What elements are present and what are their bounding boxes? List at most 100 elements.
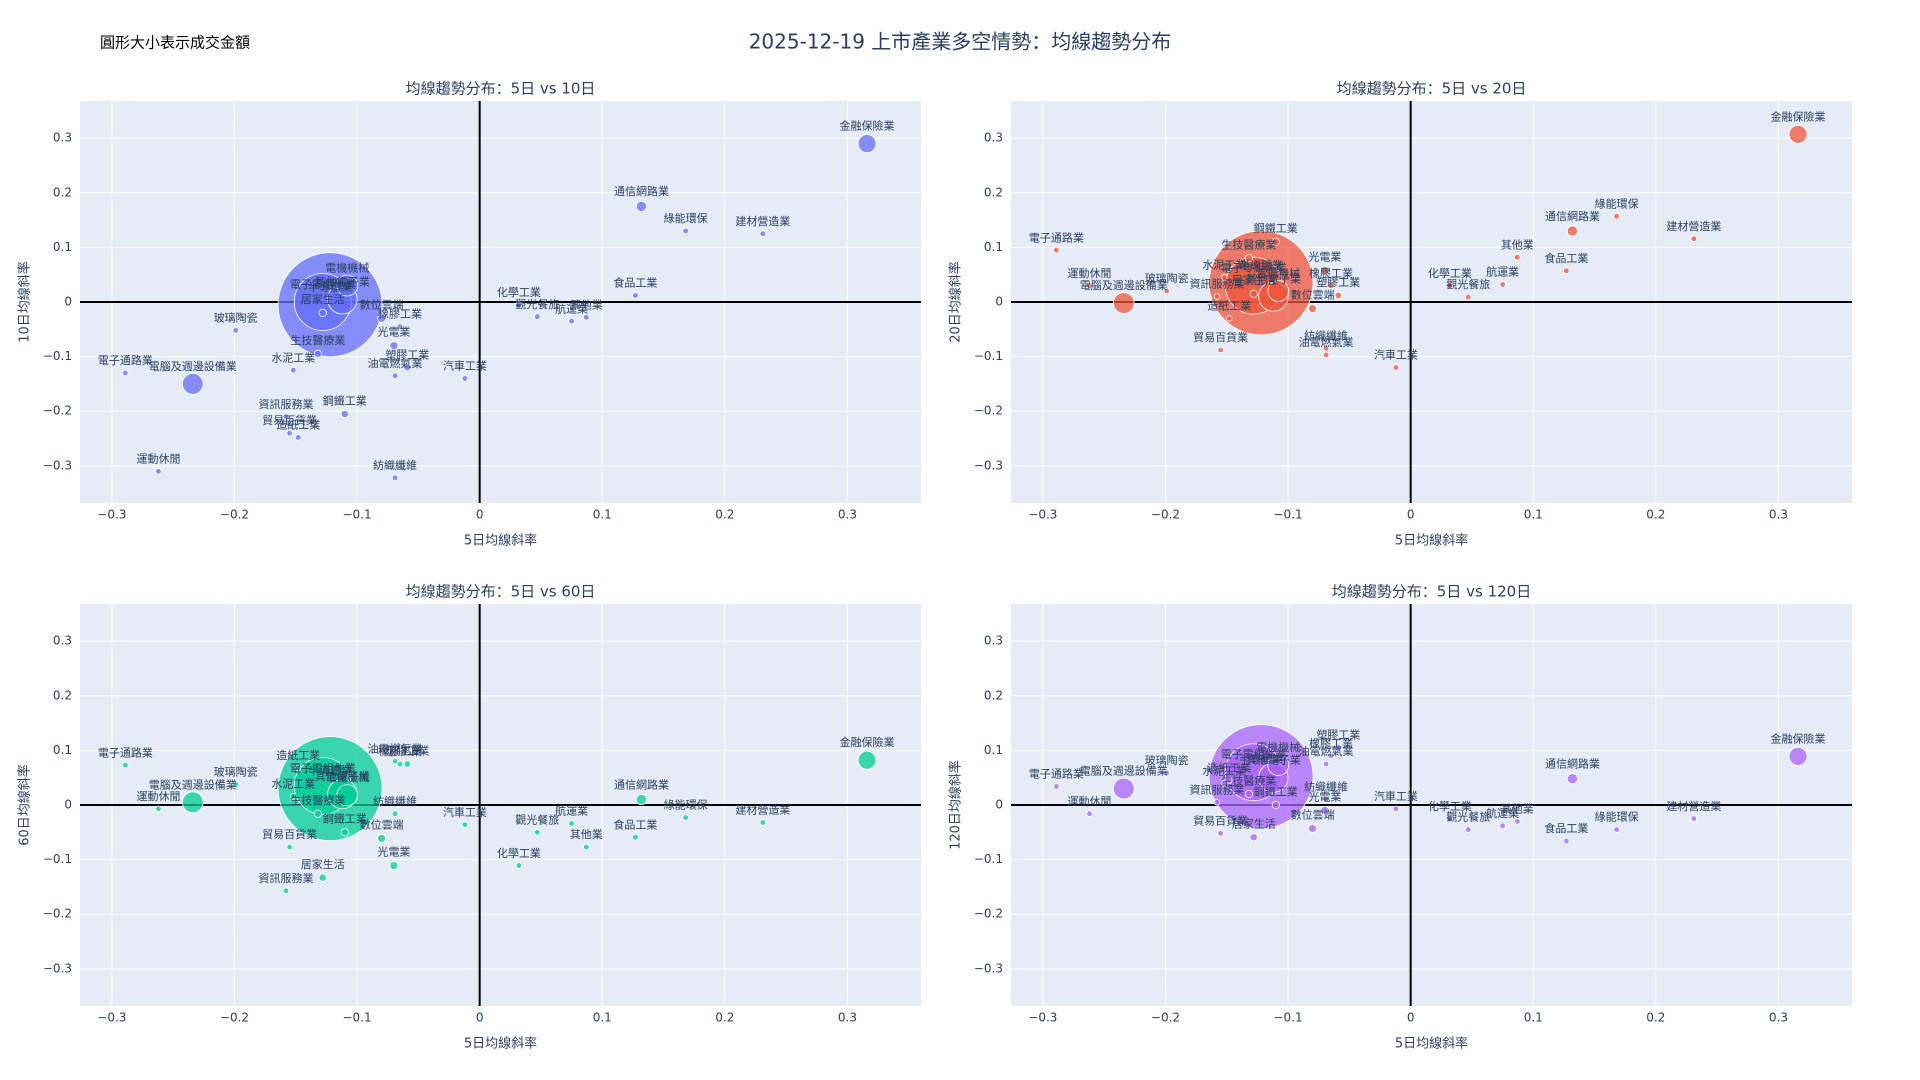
point-label: 水泥工業: [1202, 764, 1246, 777]
y-axis-title: 10日均線斜率: [17, 261, 33, 343]
point-label: 造紙工業: [1207, 299, 1251, 313]
point-label: 造紙工業: [1207, 761, 1251, 775]
point-label: 電子零組件業: [290, 278, 356, 291]
point-label: 綠能環保: [664, 798, 708, 812]
point-label: 觀光餐旅: [1446, 277, 1490, 291]
point-label: 建材營造業: [735, 803, 790, 817]
point-label: 化學工業: [1428, 266, 1472, 280]
point-label: 通信網路業: [614, 777, 669, 791]
bubble: [1163, 769, 1170, 777]
x-tick-label: 0.2: [1646, 1011, 1665, 1025]
point-label: 其他電子業: [315, 770, 370, 783]
bubble: [1244, 254, 1253, 263]
main-title: 2025-12-19 上市產業多空情勢：均線趨勢分布: [749, 30, 1172, 54]
point-label: 半導體業: [308, 280, 352, 294]
y-tick-label: 0.2: [53, 185, 72, 199]
bubble: [1308, 824, 1318, 833]
point-label: 運動休閒: [1067, 266, 1111, 280]
bubble: [290, 367, 297, 374]
bubble: [1271, 237, 1280, 246]
y-axis-title: 60日均線斜率: [17, 764, 33, 846]
bubble: [286, 429, 293, 437]
x-tick-label: 0.2: [1646, 508, 1665, 522]
y-tick-label: 0.2: [984, 688, 1003, 702]
bubble: [1613, 826, 1620, 833]
bubble: [122, 369, 129, 377]
x-axis-title: 5日均線斜率: [464, 1036, 537, 1052]
point-label: 電子通路業: [1029, 768, 1084, 781]
bubble: [1163, 287, 1170, 295]
bubble: [568, 317, 575, 325]
point-label: 金融保險業: [840, 735, 895, 749]
y-tick-label: −0.2: [43, 907, 72, 921]
point-label: 資訊服務業: [258, 871, 313, 885]
bubble: [1322, 760, 1330, 768]
point-label: 紡織纖維: [373, 458, 417, 472]
point-label: 電機機械: [325, 770, 369, 784]
point-label: 建材營造業: [1666, 799, 1721, 813]
bubble: [391, 474, 399, 482]
bubble: [1267, 754, 1290, 776]
point-label: 貿易百貨業: [1193, 814, 1248, 828]
point-label: 化學工業: [497, 846, 541, 860]
bubble: [318, 873, 327, 882]
bubble: [515, 301, 523, 308]
bubble: [396, 323, 404, 330]
point-label: 貿易百貨業: [262, 413, 317, 427]
point-label: 數位雲端: [360, 817, 404, 831]
x-tick-label: 0: [1407, 1011, 1415, 1025]
y-tick-label: −0.2: [974, 404, 1003, 418]
bubble: [1566, 225, 1579, 237]
bubble: [1392, 364, 1400, 371]
subplot-title: 均線趨勢分布：5日 vs 120日: [1332, 583, 1531, 601]
bubble: [1465, 826, 1472, 833]
bubble: [857, 750, 877, 770]
point-label: 半導體業: [1239, 258, 1283, 272]
x-axis-title: 5日均線斜率: [1395, 533, 1468, 549]
bubble: [1249, 289, 1258, 298]
bubble: [515, 862, 523, 869]
x-tick-label: 0.3: [838, 508, 857, 522]
point-label: 生技醫療業: [1221, 773, 1276, 787]
x-tick-label: −0.1: [342, 508, 371, 522]
point-label: 橡膠工業: [1309, 267, 1353, 280]
y-tick-label: 0.3: [53, 634, 72, 648]
point-label: 化學工業: [497, 285, 541, 299]
point-label: 其他電子業: [1246, 754, 1301, 767]
point-label: 貿易百貨業: [1193, 330, 1248, 344]
bubble: [403, 363, 412, 372]
point-label: 食品工業: [613, 817, 657, 831]
bubble: [759, 819, 767, 826]
bubble: [1446, 815, 1454, 822]
x-tick-label: 0.3: [1769, 1011, 1788, 1025]
bubble: [377, 313, 387, 323]
bubble: [313, 349, 322, 358]
point-label: 橡膠工業: [1309, 737, 1353, 750]
point-label: 金融保險業: [840, 119, 895, 133]
point-label: 光電業: [377, 845, 410, 859]
y-tick-label: 0.2: [984, 185, 1003, 199]
x-axis-title: 5日均線斜率: [464, 533, 537, 549]
bubble: [1334, 291, 1343, 300]
point-label: 資訊服務業: [1189, 782, 1244, 796]
point-label: 居家生活: [301, 857, 345, 871]
bubble: [1613, 212, 1620, 220]
point-label: 綠能環保: [1595, 810, 1639, 824]
bubble: [461, 375, 469, 382]
point-label: 其他業: [1501, 803, 1534, 816]
bubble: [461, 821, 469, 828]
point-label: 玻璃陶瓷: [214, 764, 258, 778]
bubble: [632, 292, 639, 299]
bubble: [1392, 805, 1400, 813]
point-label: 運動休閒: [136, 451, 180, 465]
bubble: [1322, 796, 1330, 803]
x-tick-label: −0.3: [1028, 508, 1057, 522]
bubble: [403, 760, 412, 768]
bubble: [232, 327, 239, 334]
point-label: 其他電子業: [315, 275, 370, 288]
x-tick-label: −0.1: [1273, 1011, 1302, 1025]
bubble: [1244, 789, 1253, 799]
point-label: 建材營造業: [735, 214, 790, 228]
point-label: 觀光餐旅: [515, 297, 559, 311]
bubble: [1499, 822, 1506, 830]
